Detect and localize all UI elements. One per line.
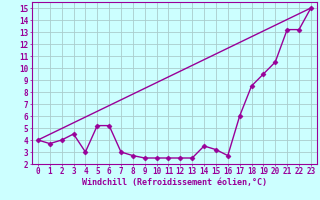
- X-axis label: Windchill (Refroidissement éolien,°C): Windchill (Refroidissement éolien,°C): [82, 178, 267, 187]
